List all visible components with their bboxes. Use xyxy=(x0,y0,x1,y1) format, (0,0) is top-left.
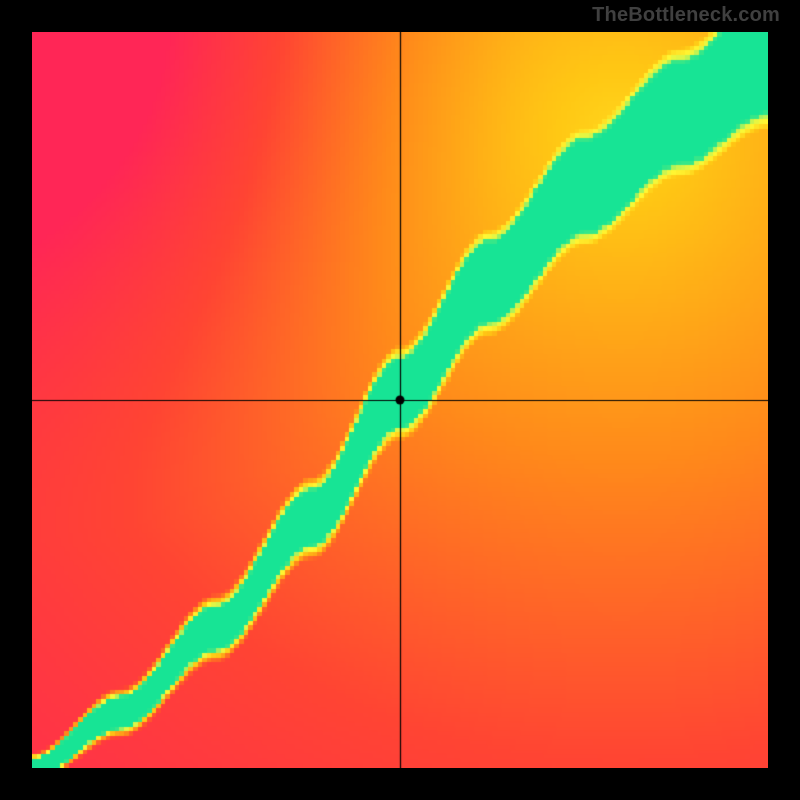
watermark-text: TheBottleneck.com xyxy=(592,4,780,27)
bottleneck-heatmap xyxy=(32,32,768,768)
